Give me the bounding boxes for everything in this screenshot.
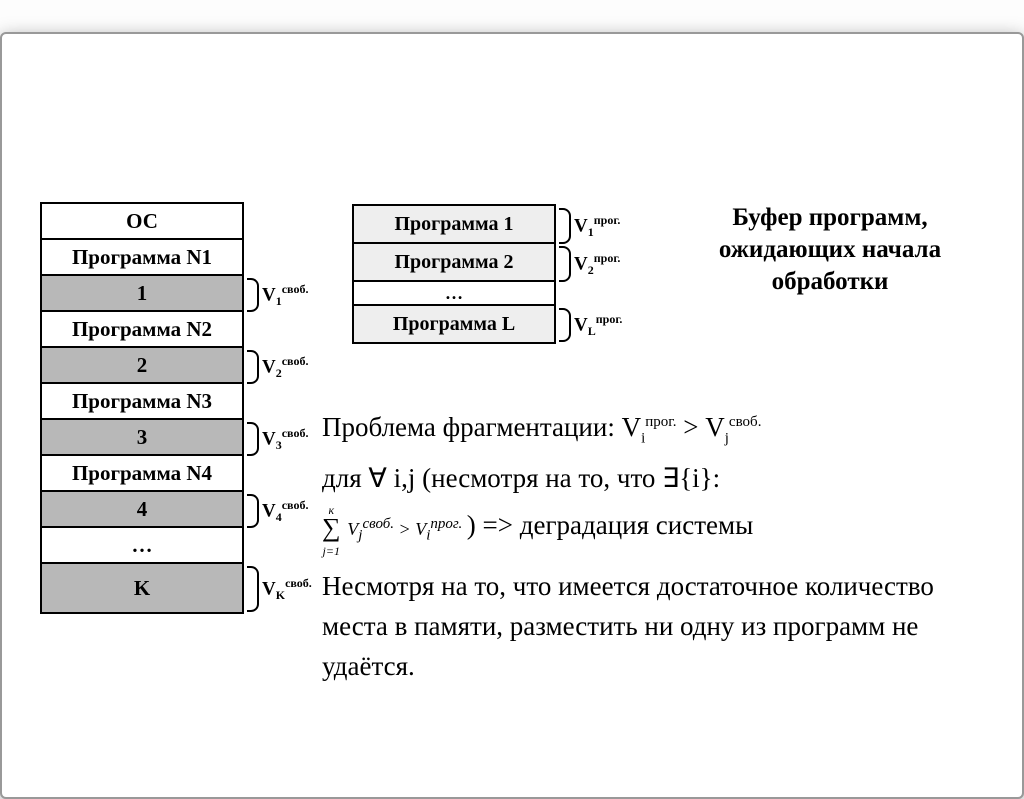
memory-volume-label: V1своб. [262, 282, 308, 309]
buffer-program-row: Программа L [354, 306, 554, 342]
brace-icon [247, 278, 259, 312]
buffer-volume-label: V2прог. [574, 251, 620, 278]
buffer-program-row: Программа 1 [354, 206, 554, 244]
brace-icon [247, 422, 259, 456]
brace-icon [247, 350, 259, 384]
memory-program-block: Программа N3 [42, 384, 242, 420]
buffer-diagram: Программа 1Программа 2…Программа L [352, 204, 556, 344]
memory-program-block: Программа N1 [42, 240, 242, 276]
buffer-ellipsis: … [354, 282, 554, 306]
memory-volume-label: VKсвоб. [262, 576, 312, 603]
problem-line-3: к ∑ j=1 Vjсвоб. > Viпрог. ) => деградаци… [322, 498, 994, 558]
brace-icon [247, 494, 259, 528]
memory-free-block: 3 [42, 420, 242, 456]
buffer-caption: Буфер программ, ожидающих начала обработ… [670, 202, 990, 298]
memory-free-block: K [42, 564, 242, 612]
problem-text: Проблема фрагментации: Viпрог. > Vjсвоб.… [322, 402, 994, 686]
memory-diagram: ОСПрограмма N11Программа N22Программа N3… [40, 202, 244, 614]
memory-volume-label: V2своб. [262, 354, 308, 381]
problem-paragraph-2: Несмотря на то, что имеется достаточное … [322, 566, 994, 686]
memory-program-block: … [42, 528, 242, 564]
content-area: ОСПрограмма N11Программа N22Программа N3… [0, 202, 1024, 799]
brace-icon [559, 308, 571, 342]
memory-free-block: 1 [42, 276, 242, 312]
memory-volume-label: V4своб. [262, 498, 308, 525]
memory-program-block: ОС [42, 204, 242, 240]
problem-line-1: Проблема фрагментации: Viпрог. > Vjсвоб. [322, 402, 994, 458]
memory-free-block: 2 [42, 348, 242, 384]
brace-icon [247, 566, 259, 612]
brace-icon [559, 246, 571, 282]
buffer-program-row: Программа 2 [354, 244, 554, 282]
memory-program-block: Программа N2 [42, 312, 242, 348]
buffer-volume-label: V1прог. [574, 213, 620, 240]
problem-line-2: для ∀ i,j (несмотря на то, что ∃{i}: [322, 458, 994, 498]
buffer-volume-label: VLпрог. [574, 312, 622, 339]
memory-program-block: Программа N4 [42, 456, 242, 492]
summation-icon: к ∑ j=1 [322, 498, 341, 558]
memory-free-block: 4 [42, 492, 242, 528]
memory-volume-label: V3своб. [262, 426, 308, 453]
brace-icon [559, 208, 571, 244]
